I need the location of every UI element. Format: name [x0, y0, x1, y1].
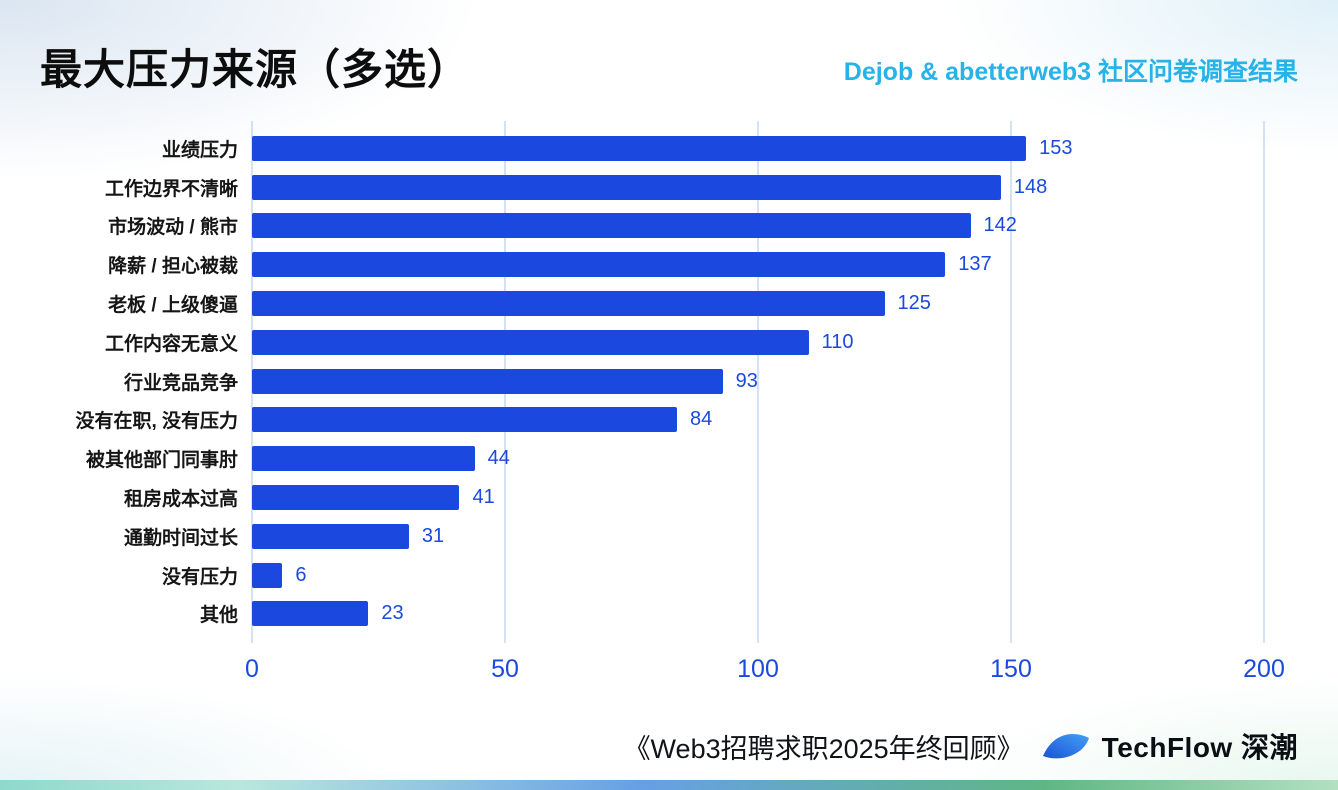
- gridline: [1010, 121, 1012, 644]
- category-label: 市场波动 / 熊市: [108, 217, 238, 239]
- value-label: 93: [735, 369, 758, 392]
- bar-row: 降薪 / 担心被裁 137: [40, 245, 1264, 284]
- plot-area: 业绩压力 153 工作边界不清晰 148 市场波动 / 熊市 142 降薪 / 担心被裁 13…: [40, 121, 1265, 644]
- value-label: 153: [1039, 136, 1073, 159]
- value-label: 137: [958, 253, 992, 276]
- bar: [252, 329, 809, 355]
- value-label: 84: [690, 408, 713, 431]
- value-label: 148: [1013, 175, 1048, 198]
- bar-row: 工作内容无意义 110: [40, 323, 1264, 362]
- bar-row: 工作边界不清晰 148: [40, 168, 1264, 207]
- x-tick-label: 200: [1243, 655, 1285, 684]
- category-label: 工作边界不清晰: [104, 178, 238, 200]
- category-label: 没有在职, 没有压力: [75, 411, 238, 433]
- bar: [252, 135, 1027, 161]
- bar-rows: 业绩压力 153 工作边界不清晰 148 市场波动 / 熊市 142 降薪 / 担心被裁 13…: [40, 129, 1264, 633]
- gridline: [757, 121, 759, 644]
- bar-track: 142: [252, 207, 1264, 246]
- bar: [252, 213, 971, 239]
- bar: [252, 485, 460, 511]
- source-text: 《Web3招聘求职2025年终回顾》: [623, 733, 1024, 764]
- header: 最大压力来源（多选） Dejob & abetterweb3 社区问卷调查结果: [0, 0, 1338, 97]
- bar: [252, 368, 723, 394]
- bar-row: 市场波动 / 熊市 142: [40, 207, 1264, 246]
- value-label: 23: [381, 602, 404, 625]
- bar: [252, 407, 678, 433]
- page-title: 最大压力来源（多选）: [40, 46, 471, 93]
- category-label: 其他: [199, 605, 238, 627]
- bar-track: 44: [252, 439, 1264, 478]
- bar-row: 老板 / 上级傻逼 125: [40, 284, 1264, 323]
- x-axis: 0 50 100 150 200: [245, 655, 1285, 689]
- category-label: 通勤时间过长: [123, 527, 238, 549]
- value-label: 31: [421, 524, 445, 547]
- bar-track: 93: [252, 362, 1264, 401]
- bar-row: 业绩压力 153: [40, 129, 1264, 168]
- bar-track: 41: [252, 478, 1264, 517]
- bar: [252, 174, 1001, 200]
- footer: 《Web3招聘求职2025年终回顾》 TechFlow 深潮: [624, 726, 1298, 766]
- x-tick-label: 150: [990, 655, 1032, 684]
- category-label: 行业竞品竞争: [123, 372, 238, 394]
- bar-row: 没有在职, 没有压力 84: [40, 401, 1264, 440]
- bar-track: 148: [252, 168, 1264, 207]
- gridline: [1263, 121, 1265, 644]
- bar-row: 租房成本过高 41: [40, 478, 1264, 517]
- bar: [252, 601, 369, 627]
- bar-row: 被其他部门同事肘 44: [40, 439, 1264, 478]
- x-tick-label: 100: [737, 655, 779, 684]
- bar: [252, 446, 475, 472]
- brand: TechFlow 深潮: [1040, 726, 1298, 766]
- brand-name: TechFlow 深潮: [1101, 732, 1298, 763]
- bar-track: 6: [252, 556, 1264, 595]
- value-label: 6: [295, 563, 307, 586]
- category-label: 租房成本过高: [123, 489, 238, 511]
- value-label: 41: [472, 486, 495, 509]
- bar-track: 23: [252, 595, 1264, 634]
- value-label: 110: [821, 330, 854, 353]
- x-tick-label: 50: [491, 655, 519, 684]
- bottom-gradient-band: [0, 780, 1338, 790]
- bar-row: 行业竞品竞争 93: [40, 362, 1264, 401]
- bar: [252, 291, 885, 317]
- category-label: 工作内容无意义: [104, 333, 238, 355]
- bar: [252, 562, 283, 588]
- category-label: 老板 / 上级傻逼: [108, 295, 238, 317]
- category-label: 业绩压力: [161, 139, 238, 161]
- bar: [252, 252, 946, 278]
- bar-row: 其他 23: [40, 595, 1264, 634]
- bar-row: 没有压力 6: [40, 556, 1264, 595]
- bar-track: 31: [252, 517, 1264, 556]
- survey-subtitle: Dejob & abetterweb3 社区问卷调查结果: [843, 58, 1298, 86]
- bar-track: 125: [252, 284, 1264, 323]
- bar-chart: 业绩压力 153 工作边界不清晰 148 市场波动 / 熊市 142 降薪 / 担心被裁 13…: [40, 121, 1285, 689]
- category-label: 被其他部门同事肘: [85, 450, 238, 472]
- bar-track: 84: [252, 401, 1264, 440]
- bar-track: 137: [252, 245, 1264, 284]
- value-label: 44: [487, 447, 510, 470]
- bar-track: 153: [252, 129, 1264, 168]
- category-label: 没有压力: [161, 566, 238, 588]
- bar-track: 110: [252, 323, 1264, 362]
- value-label: 142: [983, 214, 1017, 237]
- bar: [252, 523, 409, 549]
- x-tick-label: 0: [245, 655, 259, 684]
- category-label: 降薪 / 担心被裁: [108, 256, 238, 278]
- value-label: 125: [897, 292, 931, 315]
- techflow-logo-icon: [1040, 729, 1092, 763]
- bar-row: 通勤时间过长 31: [40, 517, 1264, 556]
